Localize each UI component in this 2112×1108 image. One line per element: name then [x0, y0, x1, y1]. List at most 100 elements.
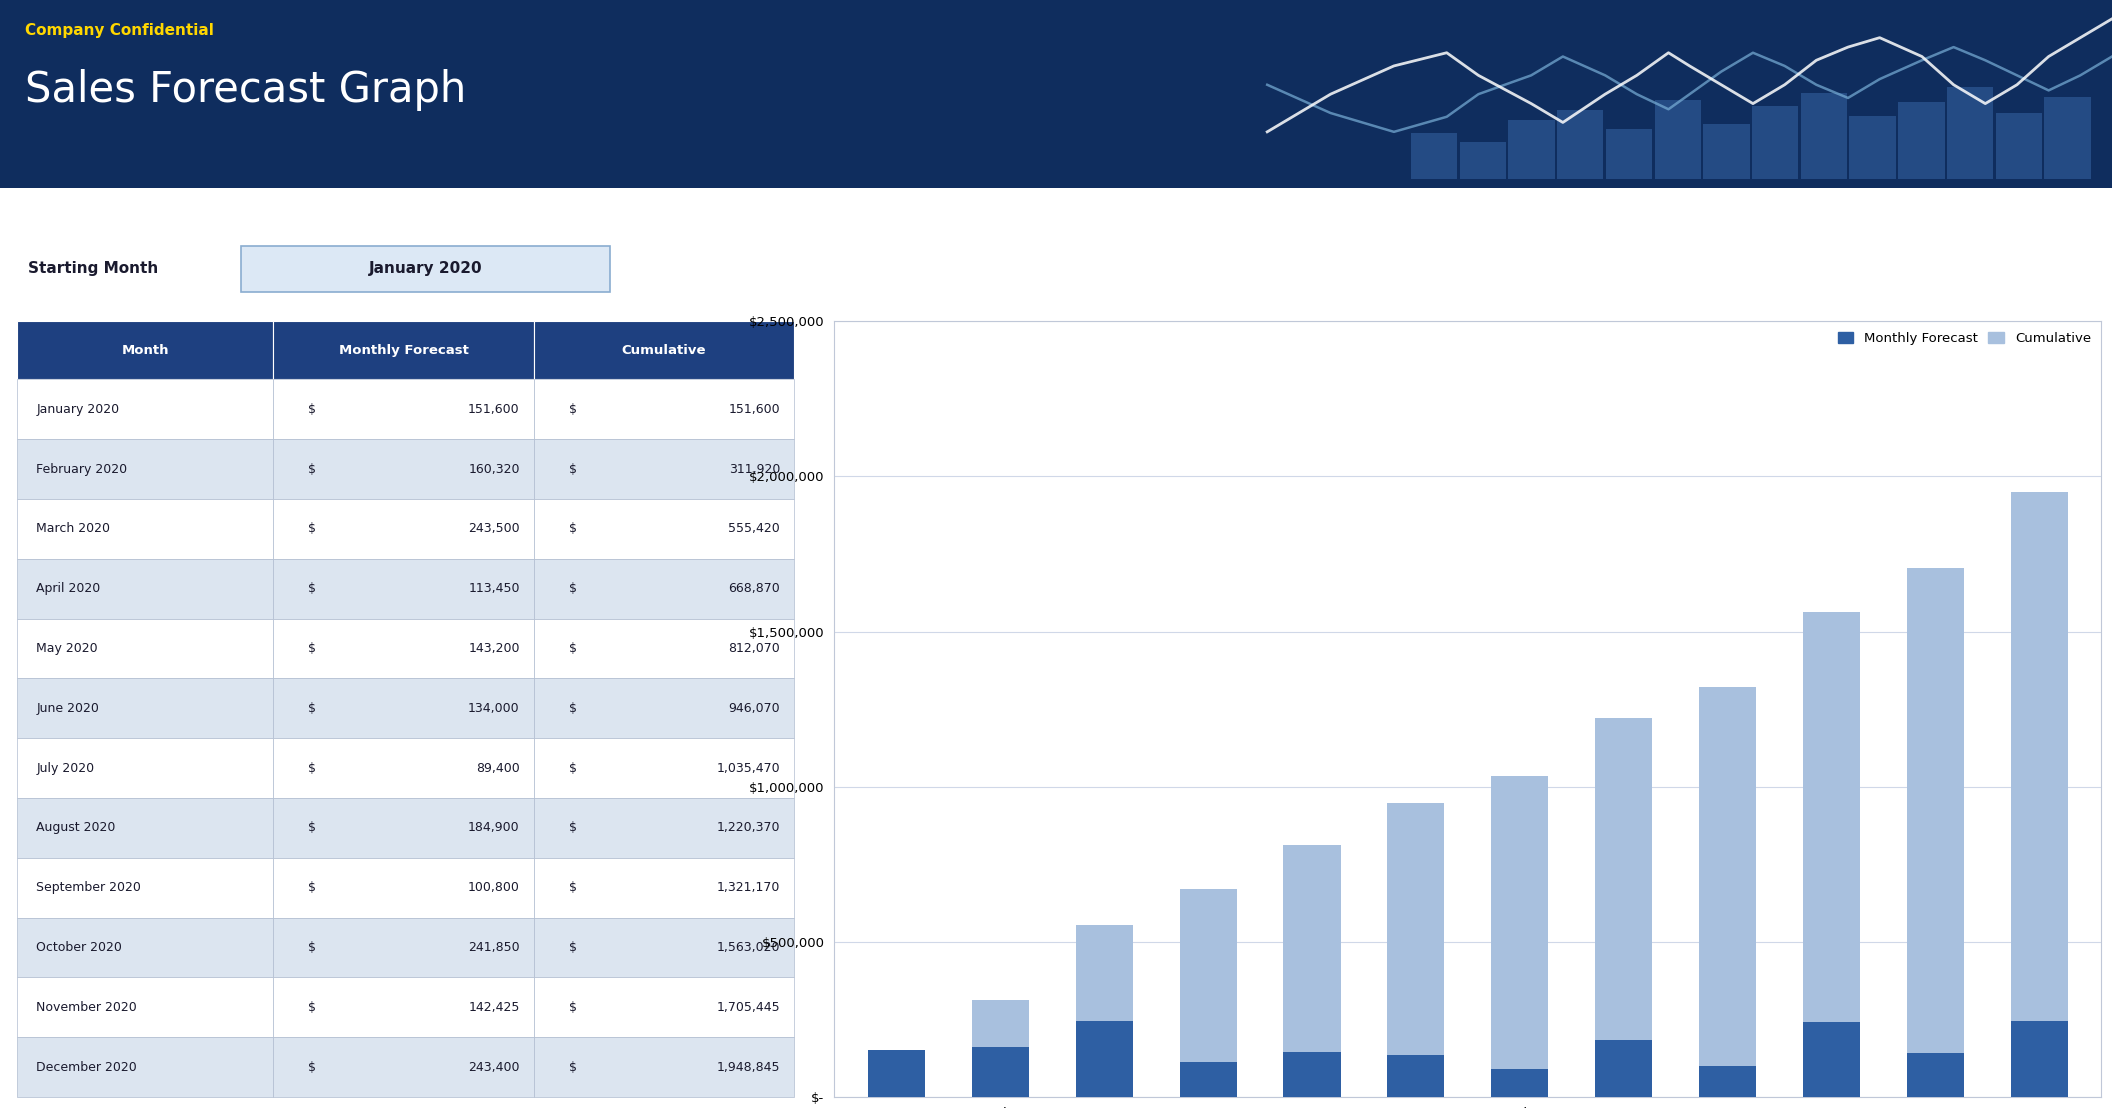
- Bar: [0, 16, 1162, 19]
- Bar: [0, 41, 1162, 45]
- Text: 142,425: 142,425: [469, 1001, 520, 1014]
- Bar: [0, 91, 1162, 94]
- Bar: [0, 53, 1162, 57]
- FancyBboxPatch shape: [17, 380, 272, 439]
- FancyBboxPatch shape: [534, 321, 794, 380]
- Bar: [0, 68, 1162, 72]
- Text: 113,450: 113,450: [469, 582, 520, 595]
- Text: 160,320: 160,320: [469, 463, 520, 475]
- Bar: [0, 3, 1162, 8]
- Text: 668,870: 668,870: [729, 582, 779, 595]
- FancyBboxPatch shape: [272, 738, 534, 798]
- Text: $: $: [308, 821, 317, 834]
- Bar: [0, 151, 1162, 154]
- FancyBboxPatch shape: [17, 558, 272, 618]
- Bar: [972, 1047, 1029, 1097]
- Bar: [0, 72, 1162, 75]
- FancyBboxPatch shape: [534, 738, 794, 798]
- Text: $: $: [308, 1060, 317, 1074]
- Bar: [1508, 120, 1554, 178]
- Text: $: $: [568, 701, 577, 715]
- Text: June 2020: June 2020: [36, 701, 99, 715]
- FancyBboxPatch shape: [17, 798, 272, 858]
- Bar: [1388, 1055, 1445, 1097]
- Text: $: $: [308, 523, 317, 535]
- FancyBboxPatch shape: [272, 439, 534, 499]
- Bar: [0, 147, 1162, 151]
- Bar: [0, 34, 1162, 38]
- FancyBboxPatch shape: [534, 618, 794, 678]
- Bar: [1075, 924, 1132, 1097]
- Text: 241,850: 241,850: [469, 941, 520, 954]
- Bar: [0, 79, 1162, 83]
- Bar: [1595, 718, 1652, 1097]
- Text: 100,800: 100,800: [469, 881, 520, 894]
- Text: 1,563,020: 1,563,020: [716, 941, 779, 954]
- Text: $: $: [568, 403, 577, 416]
- Bar: [1605, 129, 1652, 178]
- Text: 1,220,370: 1,220,370: [716, 821, 779, 834]
- Text: $: $: [308, 941, 317, 954]
- FancyBboxPatch shape: [534, 558, 794, 618]
- Bar: [0, 57, 1162, 60]
- Text: Company Confidential: Company Confidential: [25, 22, 213, 38]
- Bar: [1595, 1039, 1652, 1097]
- Bar: [0, 11, 1162, 16]
- Bar: [0, 181, 1162, 185]
- Bar: [1907, 1053, 1964, 1097]
- Bar: [0, 8, 1162, 11]
- FancyBboxPatch shape: [534, 798, 794, 858]
- Bar: [0, 94, 1162, 98]
- Bar: [0, 30, 1162, 34]
- Text: $: $: [568, 582, 577, 595]
- Text: $: $: [308, 761, 317, 774]
- Text: $: $: [308, 463, 317, 475]
- FancyBboxPatch shape: [17, 499, 272, 558]
- Text: 946,070: 946,070: [729, 701, 779, 715]
- FancyBboxPatch shape: [241, 246, 610, 291]
- Text: September 2020: September 2020: [36, 881, 142, 894]
- Text: $: $: [568, 941, 577, 954]
- Text: 243,400: 243,400: [469, 1060, 520, 1074]
- Text: $: $: [568, 523, 577, 535]
- Bar: [972, 1001, 1029, 1097]
- Bar: [0, 102, 1162, 105]
- Bar: [868, 1050, 925, 1097]
- Text: $: $: [308, 403, 317, 416]
- Bar: [1947, 86, 1994, 178]
- Bar: [0, 98, 1162, 102]
- Bar: [0, 27, 1162, 30]
- Text: 151,600: 151,600: [729, 403, 779, 416]
- FancyBboxPatch shape: [534, 1037, 794, 1097]
- Bar: [0, 173, 1162, 177]
- FancyBboxPatch shape: [272, 917, 534, 977]
- Bar: [0, 185, 1162, 188]
- Bar: [1850, 115, 1897, 178]
- Bar: [0, 177, 1162, 181]
- Bar: [1075, 1022, 1132, 1097]
- FancyBboxPatch shape: [272, 798, 534, 858]
- Bar: [0, 64, 1162, 68]
- Bar: [1411, 133, 1457, 178]
- Legend: Monthly Forecast, Cumulative: Monthly Forecast, Cumulative: [1833, 328, 2095, 349]
- Text: Sales Forecast Graph: Sales Forecast Graph: [25, 70, 467, 112]
- Text: February 2020: February 2020: [36, 463, 127, 475]
- Bar: [1654, 100, 1700, 178]
- Bar: [0, 0, 1162, 3]
- Bar: [1702, 124, 1749, 178]
- Text: $: $: [568, 1001, 577, 1014]
- Text: $: $: [308, 881, 317, 894]
- Bar: [868, 1050, 925, 1097]
- FancyBboxPatch shape: [17, 1037, 272, 1097]
- Text: 812,070: 812,070: [729, 642, 779, 655]
- Text: May 2020: May 2020: [36, 642, 97, 655]
- Bar: [0, 49, 1162, 53]
- FancyBboxPatch shape: [534, 499, 794, 558]
- Bar: [2011, 1022, 2068, 1097]
- Bar: [1698, 1066, 1755, 1097]
- Text: Month: Month: [120, 343, 169, 357]
- Bar: [0, 158, 1162, 162]
- Bar: [1557, 111, 1603, 178]
- Text: October 2020: October 2020: [36, 941, 122, 954]
- FancyBboxPatch shape: [17, 738, 272, 798]
